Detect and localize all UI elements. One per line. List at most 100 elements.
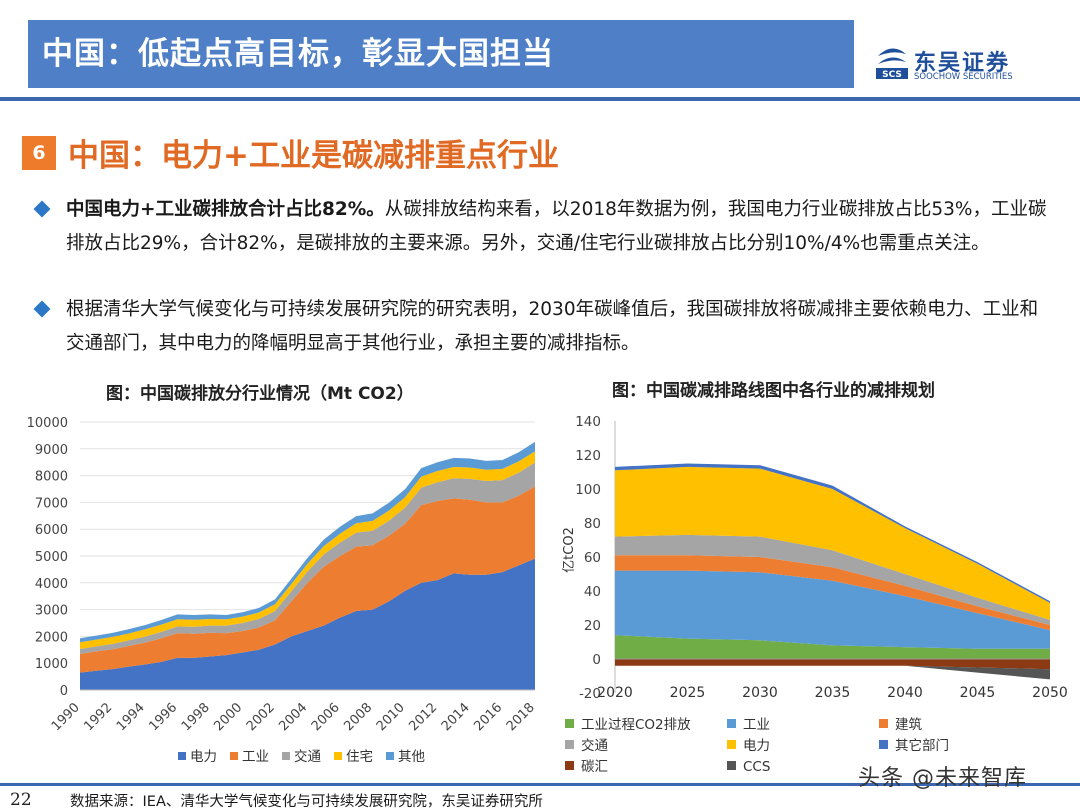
area-series-工业 xyxy=(615,570,1050,649)
y-tick-label: 0 xyxy=(592,652,601,668)
logo-mark-text: SCS xyxy=(882,70,902,80)
y-tick-label: 9000 xyxy=(35,443,68,458)
y-tick-label: 4000 xyxy=(35,577,68,592)
y-tick-label: 0 xyxy=(60,684,68,699)
legend-swatch xyxy=(386,752,394,760)
scs-logo-icon: SCS xyxy=(876,48,908,80)
area-series-建筑 xyxy=(615,555,1050,631)
y-tick-label: 8000 xyxy=(35,470,68,485)
y-tick-label: 3000 xyxy=(35,604,68,619)
legend-label: 建筑 xyxy=(895,717,923,733)
brand-logo: SCS 东吴证券 SOOCHOW SECURITIES xyxy=(874,42,1024,88)
legend-label: 工业 xyxy=(743,717,770,733)
x-tick-label: 2045 xyxy=(960,685,996,701)
x-tick-label: 1996 xyxy=(146,700,180,734)
bullet-diamond-icon xyxy=(33,300,51,318)
legend-label: 住宅 xyxy=(346,749,373,765)
section-number-badge: 6 xyxy=(22,136,56,170)
legend-label: 碳汇 xyxy=(581,759,608,775)
x-tick-label: 2006 xyxy=(309,700,343,734)
legend-swatch xyxy=(727,761,736,770)
legend-swatch xyxy=(879,740,888,749)
legend-label: 工业 xyxy=(242,749,269,765)
x-tick-label: 2018 xyxy=(504,700,538,734)
logo-english-name: SOOCHOW SECURITIES xyxy=(914,72,1013,82)
y-tick-label: 100 xyxy=(575,482,601,498)
area-series-工业 xyxy=(80,486,535,673)
data-source: 数据来源：IEA、清华大学气候变化与可持续发展研究院，东吴证券研究所 xyxy=(70,794,543,810)
x-tick-label: 1992 xyxy=(81,700,115,734)
legend-label: 交通 xyxy=(581,737,609,754)
y-tick-label: 140 xyxy=(575,414,601,430)
legend-label: 其它部门 xyxy=(895,737,949,754)
legend-label: 其他 xyxy=(398,749,425,765)
area-series-电力 xyxy=(80,558,535,690)
page-title: 中国：低起点高目标，彰显大国担当 xyxy=(42,36,554,72)
legend-label: 交通 xyxy=(294,748,321,765)
y-tick-label: 7000 xyxy=(35,496,68,511)
x-tick-label: 2008 xyxy=(341,700,375,734)
y-tick-label: 20 xyxy=(584,618,601,634)
y-tick-label: 6000 xyxy=(35,523,68,538)
x-tick-label: 2012 xyxy=(406,700,440,734)
bullet-paragraph-1: 中国电力+工业碳排放合计占比82%。从碳排放结构来看，以2018年数据为例，我国… xyxy=(66,193,1050,261)
bullet-1-body: 从碳排放结构来看，以2018年数据为例，我国电力行业碳排放占比53%，工业碳排放… xyxy=(66,199,1047,254)
footer-divider xyxy=(0,783,1080,786)
x-tick-label: 1994 xyxy=(114,700,148,734)
legend-swatch xyxy=(230,752,238,760)
y-tick-label: 60 xyxy=(584,550,601,566)
header-divider xyxy=(0,97,1080,101)
x-tick-label: 2020 xyxy=(597,685,633,701)
x-tick-label: 2025 xyxy=(670,685,706,701)
watermark-text: 头条 @未来智库 xyxy=(858,766,1027,791)
area-series-电力 xyxy=(615,466,1050,620)
y-tick-label: 2000 xyxy=(35,630,68,645)
legend-label: CCS xyxy=(743,759,770,775)
area-series-其他 xyxy=(80,441,535,643)
y-tick-label: 5000 xyxy=(35,550,68,565)
legend-swatch xyxy=(879,719,888,728)
area-series-交通 xyxy=(615,534,1050,625)
watermark: 头条 @未来智库 xyxy=(858,756,1072,796)
x-tick-label: 2004 xyxy=(276,700,310,734)
x-tick-label: 2040 xyxy=(887,685,923,701)
section-title: 中国：电力+工业是碳减排重点行业 xyxy=(68,138,559,174)
x-tick-label: 2016 xyxy=(471,700,505,734)
y-tick-label: -20 xyxy=(579,686,601,702)
bullet-paragraph-2: 根据清华大学气候变化与可持续发展研究院的研究表明，2030年碳峰值后，我国碳排放… xyxy=(66,293,1050,361)
y-axis-label: 亿tCO2 xyxy=(562,527,577,573)
y-tick-label: 80 xyxy=(584,516,601,532)
x-tick-label: 2000 xyxy=(211,700,245,734)
bullet-2-body: 根据清华大学气候变化与可持续发展研究院的研究表明，2030年碳峰值后，我国碳排放… xyxy=(66,299,1039,354)
y-tick-label: 10000 xyxy=(27,416,68,431)
x-tick-label: 2030 xyxy=(742,685,778,701)
legend-swatch xyxy=(282,752,290,760)
legend-label: 电力 xyxy=(190,749,217,765)
chart-1-title: 图：中国碳排放分行业情况（Mt CO2） xyxy=(106,384,414,404)
area-series-碳汇 xyxy=(615,659,1050,670)
legend-swatch xyxy=(565,719,574,728)
area-series-工业过程CO2排放 xyxy=(615,635,1050,659)
legend-swatch xyxy=(727,719,736,728)
y-tick-label: 1000 xyxy=(35,657,68,672)
x-tick-label: 2002 xyxy=(244,700,278,734)
chart-sector-emissions: 0 1000 2000 3000 4000 5000 6000 7000 8000 9000 100… xyxy=(27,416,538,765)
area-series-住宅 xyxy=(80,451,535,649)
legend-label: 电力 xyxy=(743,738,770,754)
legend-swatch xyxy=(727,740,736,749)
x-tick-label: 2014 xyxy=(439,700,473,734)
page-number: 22 xyxy=(10,790,32,810)
x-tick-label: 2035 xyxy=(815,685,851,701)
chart-2-title: 图：中国碳减排路线图中各行业的减排规划 xyxy=(612,381,935,401)
y-tick-label: 40 xyxy=(584,584,601,600)
header-bar xyxy=(28,20,854,88)
x-tick-label: 1998 xyxy=(179,700,213,734)
legend-swatch xyxy=(334,752,342,760)
y-tick-label: 120 xyxy=(575,448,601,464)
legend-swatch xyxy=(565,761,574,770)
x-tick-label: 2010 xyxy=(374,700,408,734)
legend-swatch xyxy=(565,740,574,749)
x-tick-label: 1990 xyxy=(49,700,83,734)
x-tick-label: 2050 xyxy=(1032,685,1068,701)
